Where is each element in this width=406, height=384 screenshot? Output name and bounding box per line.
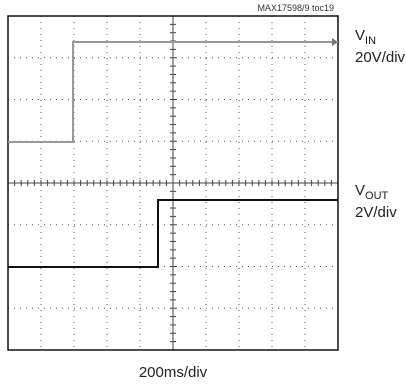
channel-name: VOUT xyxy=(355,182,389,202)
channel-symbol: V xyxy=(355,182,365,199)
vin-trace xyxy=(8,41,338,143)
channel-subscript: OUT xyxy=(365,190,389,202)
channel-scale: 20V/div xyxy=(355,49,406,66)
channel-subscript: IN xyxy=(365,35,376,47)
screen-border xyxy=(7,15,339,351)
vin-marker xyxy=(332,38,338,46)
graticule xyxy=(8,16,338,350)
channel-scale: 2V/div xyxy=(355,204,397,221)
timebase-label: 200ms/div xyxy=(139,364,208,381)
channel-symbol: V xyxy=(355,27,365,44)
figure-id: MAX17598/9 toc19 xyxy=(257,3,334,13)
vout-trace xyxy=(8,199,338,268)
channel-name: VIN xyxy=(355,27,376,47)
